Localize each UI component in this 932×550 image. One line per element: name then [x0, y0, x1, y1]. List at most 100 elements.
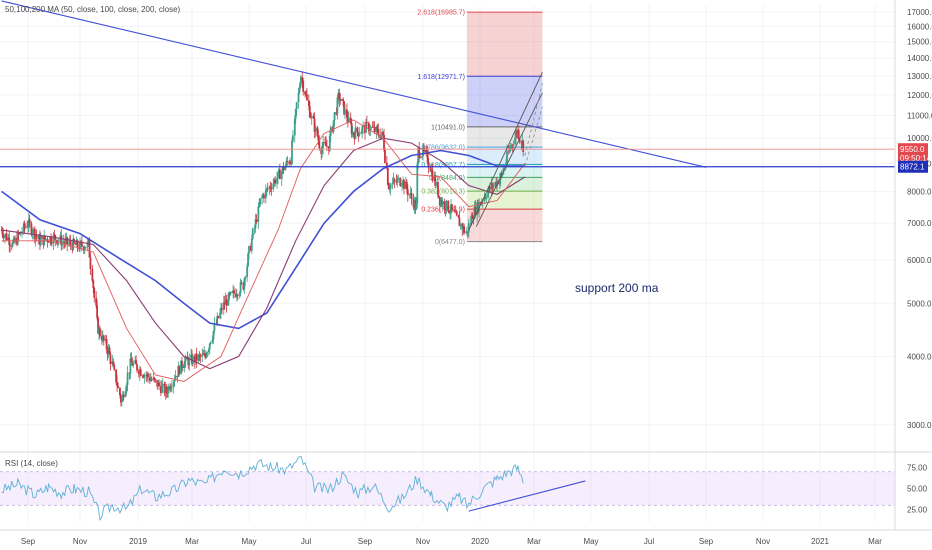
candle-body	[52, 234, 55, 244]
candle-body	[138, 370, 140, 375]
candle-body	[246, 266, 249, 278]
candle-body	[299, 81, 302, 88]
candle-body	[469, 223, 472, 225]
candle-body	[302, 80, 305, 92]
candle-body	[489, 186, 491, 190]
candle-body	[129, 358, 132, 374]
candle-body	[225, 299, 228, 306]
candle-body	[138, 369, 141, 375]
candle-body	[30, 223, 33, 234]
candle-body	[342, 98, 345, 102]
candle-body	[261, 196, 263, 199]
rsi-tick-label-2: 75.00	[907, 464, 928, 473]
candle-body	[291, 140, 293, 164]
candle-body	[441, 201, 444, 205]
candle-body	[199, 355, 202, 357]
candle-body	[402, 180, 404, 185]
candle-body	[134, 360, 137, 363]
candle-body	[8, 237, 11, 246]
candle-body	[154, 379, 157, 381]
y-tick-label-8: 11000.0	[907, 112, 932, 121]
channel-mid-dashed[interactable]	[524, 83, 543, 156]
rsi-legend[interactable]: RSI (14, close)	[5, 459, 58, 468]
candle-body	[300, 77, 303, 82]
candle-body	[170, 386, 173, 388]
price-badge-2[interactable]	[898, 160, 928, 173]
candle-body	[178, 366, 181, 375]
candle-body	[34, 235, 37, 240]
candle-body	[437, 182, 439, 196]
candle-body	[192, 356, 194, 364]
candle-body	[346, 109, 348, 118]
candle-body	[437, 195, 440, 197]
candle-body	[478, 201, 480, 212]
candle-body	[329, 127, 332, 136]
candle-body	[281, 166, 284, 172]
fib-label-3: 0.786(9632.0)	[421, 145, 465, 152]
candle-body	[194, 353, 197, 363]
candle-body	[212, 330, 215, 340]
candle-body	[11, 241, 14, 247]
candle-body	[119, 388, 121, 396]
candle-body	[16, 232, 19, 245]
candle-body	[353, 135, 356, 139]
candle-body	[89, 257, 92, 269]
moving-averages	[1, 119, 526, 382]
candle-body	[309, 116, 312, 119]
candle-body	[297, 92, 300, 103]
y-tick-label-5: 8000.0	[907, 187, 932, 196]
candle-body	[404, 181, 407, 189]
drawn-lines[interactable]	[0, 0, 895, 231]
candle-body	[167, 386, 170, 394]
candle-body	[66, 237, 69, 244]
candle-body	[335, 112, 338, 115]
candle-body	[181, 367, 184, 368]
candle-body	[306, 94, 308, 101]
channel-upper-line[interactable]	[468, 71, 543, 231]
candle-body	[453, 209, 456, 213]
candle-body	[347, 117, 350, 123]
rsi-divergence-line[interactable]	[468, 480, 586, 512]
candle-body	[79, 241, 81, 250]
rsi-band	[0, 471, 895, 506]
rsi-line	[1, 456, 524, 522]
candle-body	[198, 355, 201, 356]
x-tick-label-1: Nov	[73, 537, 87, 546]
channel-low-dashed[interactable]	[524, 106, 543, 167]
candle-body	[448, 211, 451, 213]
candle-body	[290, 161, 292, 164]
candle-body	[458, 217, 461, 227]
candle-body	[269, 186, 272, 189]
candle-body	[392, 179, 395, 183]
candle-body	[289, 161, 292, 164]
x-tick-label-4: May	[241, 537, 256, 546]
support-annotation[interactable]: support 200 ma	[575, 281, 659, 295]
candle-body	[467, 223, 470, 233]
candle-body	[408, 194, 411, 196]
candle-body	[481, 200, 484, 202]
fib-label-0: 2.618(16985.7)	[417, 10, 464, 17]
descending-trendline[interactable]	[1, 0, 707, 168]
candle-body	[324, 142, 326, 144]
candle-body	[344, 109, 346, 115]
candle-body	[265, 188, 268, 190]
candle-body	[352, 132, 355, 136]
x-tick-label-10: May	[583, 537, 598, 546]
candle-body	[466, 231, 468, 233]
candle-body	[108, 347, 111, 354]
candle-body	[122, 394, 125, 397]
channel-lower-line[interactable]	[475, 92, 543, 227]
candle-body	[113, 364, 116, 370]
candle-body	[349, 117, 352, 124]
candle-body	[146, 373, 149, 376]
candle-body	[95, 297, 98, 306]
candle-body	[22, 223, 25, 232]
candle-body	[183, 361, 186, 368]
x-tick-label-6: Sep	[358, 537, 373, 546]
candle-body	[206, 351, 208, 357]
indicator-legend[interactable]: 50,100,200 MA (50, close, 100, close, 20…	[5, 5, 181, 14]
candle-body	[208, 343, 211, 350]
x-tick-label-7: Nov	[416, 537, 430, 546]
candle-body	[382, 131, 384, 135]
